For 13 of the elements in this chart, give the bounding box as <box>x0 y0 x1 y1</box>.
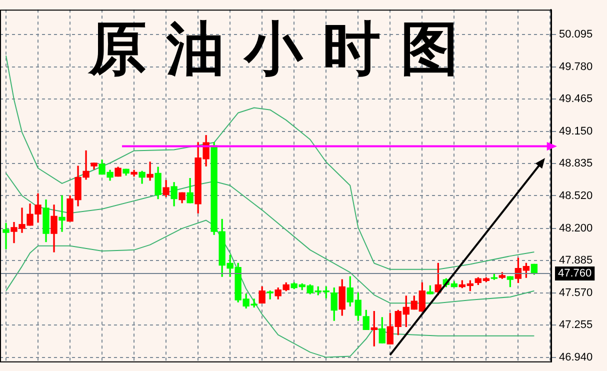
y-tick-label: 47.570 <box>559 286 593 299</box>
y-tick-label: 48.835 <box>559 158 593 170</box>
y-tick-label: 47.255 <box>559 319 593 332</box>
y-tick-label: 46.940 <box>559 351 593 364</box>
y-tick-label: 48.200 <box>559 222 593 234</box>
y-tick-label: 48.520 <box>559 190 593 202</box>
y-tick-label: 49.150 <box>559 125 593 138</box>
chart-title: 原油小时图 <box>88 14 478 83</box>
y-tick-label: 49.780 <box>559 60 593 73</box>
ref-line-label: 47.760 <box>558 267 592 280</box>
y-tick-label: 47.885 <box>559 254 593 267</box>
y-tick-label: 50.095 <box>559 28 593 41</box>
y-tick-label: 49.465 <box>559 93 593 106</box>
